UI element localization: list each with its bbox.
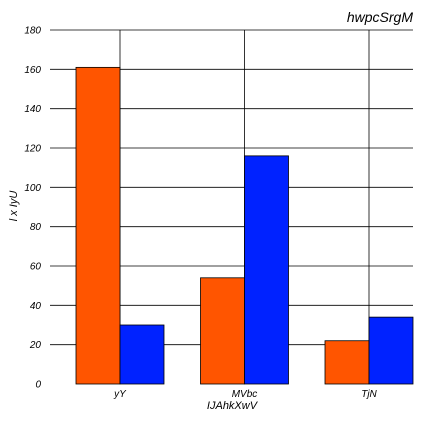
x-tick-label: MVbc [232,389,258,400]
bar [244,155,289,385]
x-axis-label: IJAhkXwV [207,400,259,412]
bar [119,324,165,385]
y-tick-label: 160 [24,65,41,76]
y-tick-label: 100 [24,183,41,194]
y-tick-label: 180 [24,26,41,37]
bar [368,316,414,385]
y-tick-label: 20 [29,340,42,351]
y-tick-label: 80 [30,222,42,233]
bar [324,340,370,385]
bar [200,277,245,385]
chart-title: hwpcSrgM [347,9,413,25]
y-tick-label: 120 [24,144,41,155]
x-tick-label: TjN [361,389,377,400]
y-axis-label: l x IyU [8,191,20,222]
y-tick-label: 140 [24,104,41,115]
bars [75,66,414,385]
bar [75,66,121,385]
y-tick-label: 40 [30,301,42,312]
x-tick-label: yY [113,389,127,400]
y-tick-label: 60 [30,262,42,273]
tick-labels: 0 20 40 60 80 100 120 140 160 180 yY MVbc TjN [24,26,377,401]
y-tick-label: 0 [35,380,41,391]
